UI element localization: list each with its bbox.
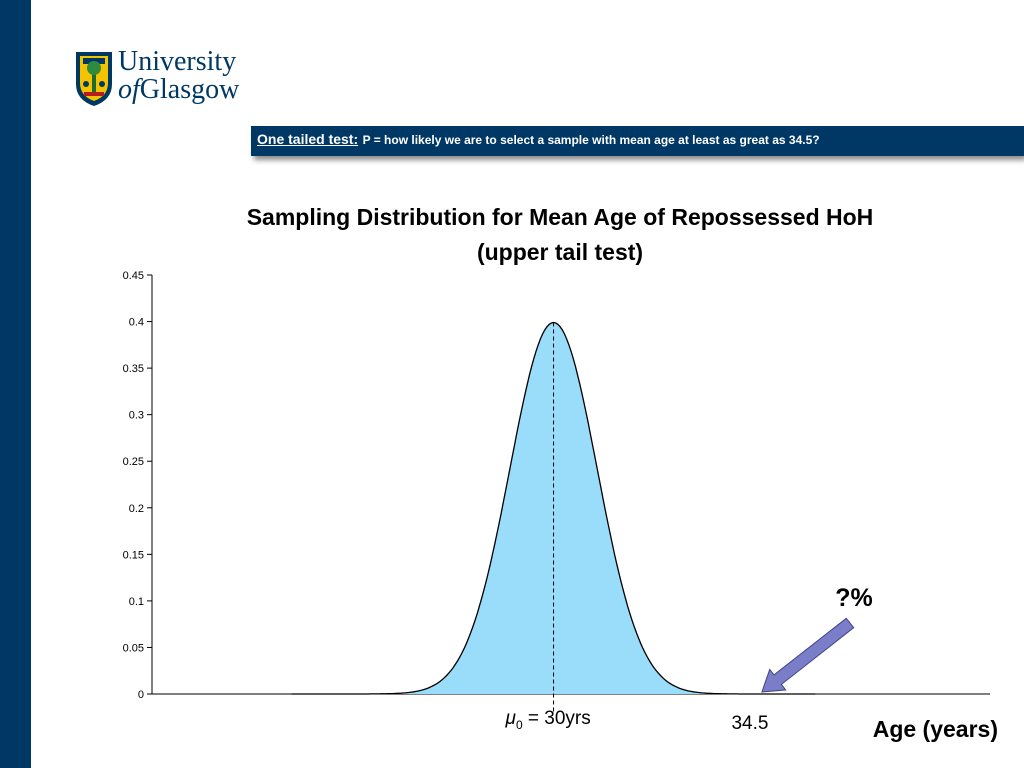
chart-title: Sampling Distribution for Mean Age of Re… [247,204,874,230]
mean-label-subscript: 0 [516,718,523,732]
chart-area: Sampling Distribution for Mean Age of Re… [108,185,1024,768]
logo-university-text: University [118,46,237,77]
y-tick-label: 0.4 [129,317,144,329]
y-tick-label: 0.1 [129,596,144,608]
sidebar-stripe [0,0,31,768]
sampling-distribution-chart: Sampling Distribution for Mean Age of Re… [123,204,998,742]
mean-label-value: = 30yrs [523,708,591,729]
logo-glasgow-text: ofGlasgow [118,76,239,104]
chart-subtitle: (upper tail test) [477,239,643,265]
y-tick-label: 0.2 [129,503,144,515]
y-tick-label: 0.15 [123,549,144,561]
question-banner: One tailed test: P = how likely we are t… [251,126,1024,156]
university-logo: University ofGlasgow [74,46,254,108]
curve-area-fill [291,322,750,694]
density-curve-line [291,321,816,695]
y-tick-label: 0 [138,689,144,701]
banner-question: P = how likely we are to select a sample… [362,133,820,147]
banner-heading: One tailed test: [257,131,359,147]
tail-percent-annotation: ?% [835,584,873,612]
mean-label-symbol: μ [505,708,517,729]
y-tick-label: 0.45 [123,270,144,282]
logo-of-text: of [118,74,140,105]
annotation-arrow [761,617,855,693]
threshold-label: 34.5 [731,713,768,734]
crest-icon [76,52,112,106]
mean-label: μ0 = 30yrs [505,708,591,732]
logo-glasgow-word: Glasgow [139,74,240,105]
y-tick-label: 0.3 [129,410,144,422]
y-tick-label: 0.25 [123,456,144,468]
y-tick-label: 0.05 [123,642,144,654]
y-tick-label: 0.35 [123,363,144,375]
x-axis-title: Age (years) [873,716,998,742]
